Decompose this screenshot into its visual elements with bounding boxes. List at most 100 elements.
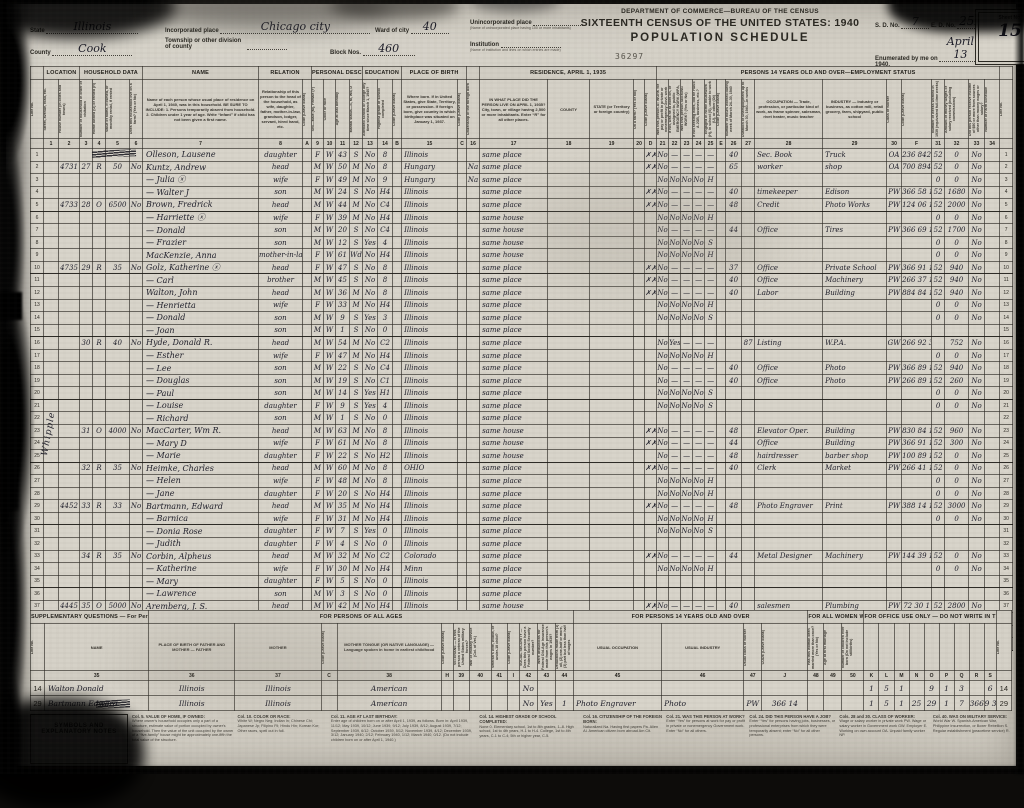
cell-st35 bbox=[589, 298, 635, 313]
cell-sex: F bbox=[311, 562, 325, 576]
table-row: 15— Joan son M W 1 S No 0 Illinois same place 15 bbox=[30, 323, 1014, 338]
cell-occ: Office bbox=[754, 223, 824, 237]
column-number-inc: 32 bbox=[944, 138, 970, 149]
cell-hh bbox=[79, 386, 94, 400]
cell-inc: 0 bbox=[944, 386, 970, 400]
column-header-cc: Code (Leave blank) bbox=[457, 79, 468, 139]
cell-grd: 3 bbox=[377, 311, 394, 325]
cell-hh bbox=[79, 587, 94, 601]
cell-ce bbox=[716, 424, 727, 438]
cell-lnr: 9 bbox=[999, 248, 1014, 262]
cell-cb bbox=[392, 549, 403, 564]
cell-farm bbox=[129, 587, 144, 601]
cell-lnr: 17 bbox=[999, 348, 1014, 363]
cell-sex: F bbox=[311, 248, 325, 262]
cell-grd: C2 bbox=[377, 336, 394, 350]
cell-sch: No bbox=[362, 210, 379, 225]
cell-ce bbox=[716, 436, 727, 451]
cell-mar: S bbox=[349, 411, 364, 426]
cell-ten bbox=[92, 511, 107, 526]
cell-wks: 52 bbox=[931, 148, 946, 162]
column-header-w49: Age at first marriage bbox=[823, 623, 843, 671]
column-header-grd: Highest grade of school completed bbox=[377, 79, 394, 139]
cell-ind: Machinery bbox=[822, 549, 888, 564]
cell-hh bbox=[79, 536, 94, 551]
cell-farm: No bbox=[129, 549, 144, 564]
cell-ce bbox=[716, 386, 727, 400]
column-header-e2: If not, was he at work on, or assigned t… bbox=[668, 79, 682, 139]
cell-e5: — bbox=[704, 260, 718, 275]
cell-s42: No bbox=[518, 680, 538, 696]
cell-hrs bbox=[725, 511, 743, 526]
cell-ln: 2 bbox=[30, 160, 44, 175]
column-group-label bbox=[999, 66, 1014, 80]
cell-ce bbox=[716, 449, 727, 463]
cell-st35 bbox=[589, 336, 635, 350]
cell-e1: No bbox=[656, 461, 670, 476]
column-group-label: NAME bbox=[142, 66, 260, 80]
sheet-number-box: Sheet No. 15 bbox=[978, 12, 1024, 62]
cell-mar: S bbox=[349, 235, 364, 250]
cell-e5 bbox=[704, 323, 718, 338]
cell-cd bbox=[644, 336, 658, 350]
cell-e5: — bbox=[704, 499, 718, 513]
cell-val bbox=[105, 386, 131, 400]
cell-e4: No bbox=[692, 298, 706, 313]
column-number-sch: 13 bbox=[362, 138, 379, 149]
column-header-o7 bbox=[953, 623, 970, 671]
column-header-s44: Deductions made from (1) all, (2) one-ha… bbox=[554, 623, 574, 671]
cell-cc bbox=[457, 260, 468, 275]
cell-street bbox=[43, 148, 59, 162]
cell-ca bbox=[302, 398, 313, 413]
cell-cf: 124 06 1 bbox=[901, 198, 933, 212]
cell-ce bbox=[716, 311, 727, 325]
cell-cf bbox=[901, 348, 933, 363]
cell-e1: No bbox=[656, 336, 670, 350]
cell-rel: head bbox=[258, 336, 304, 350]
cell-grd: 0 bbox=[377, 536, 394, 551]
cell-e1: No bbox=[656, 511, 670, 526]
cell-sch: No bbox=[362, 436, 379, 451]
cell-e1 bbox=[656, 574, 670, 589]
cell-st35 bbox=[589, 148, 635, 162]
cell-e1: No bbox=[656, 210, 670, 225]
cell-st35 bbox=[589, 536, 635, 551]
cell-age: 19 bbox=[335, 373, 351, 388]
cell-res: same place bbox=[479, 373, 549, 388]
cell-ce bbox=[716, 461, 727, 476]
cell-hrs: 37 bbox=[725, 260, 743, 275]
cell-oth: No bbox=[968, 424, 986, 438]
table-row: 14 Walton Donald Illinois Illinois American N… bbox=[29, 680, 1013, 696]
cell-cit bbox=[466, 373, 481, 388]
cell-hh bbox=[79, 298, 94, 313]
cell-wks bbox=[931, 411, 946, 426]
column-header-o5 bbox=[923, 623, 940, 671]
cell-val bbox=[105, 223, 131, 237]
cell-e1: No bbox=[656, 185, 670, 200]
cell-hh: 32 bbox=[79, 461, 94, 476]
cell-sch: No bbox=[362, 173, 379, 187]
cell-wks: 52 bbox=[931, 373, 946, 388]
cell-hh bbox=[79, 348, 94, 363]
cell-wks: 52 bbox=[931, 185, 946, 200]
column-number-grd: 14 bbox=[377, 138, 394, 149]
cell-cit bbox=[466, 198, 481, 212]
cell-born: Hungary bbox=[401, 160, 459, 175]
cell-born: Illinois bbox=[401, 587, 459, 601]
cell-e4: No bbox=[692, 311, 706, 325]
cell-val bbox=[105, 574, 131, 589]
cell-o8 bbox=[968, 680, 985, 696]
cell-ln: 5 bbox=[30, 198, 44, 212]
cell-street bbox=[43, 273, 59, 287]
cell-dur bbox=[741, 536, 756, 551]
cell-occ: Elevator Oper. bbox=[754, 424, 824, 438]
cell-mar: S bbox=[349, 574, 364, 589]
footer-note-text: White W; Negro Neg; Indian In; Chinese C… bbox=[237, 719, 320, 733]
cell-cit bbox=[466, 562, 481, 576]
cell-ca bbox=[302, 210, 313, 225]
cell-fs bbox=[984, 511, 1001, 526]
cell-wks: 52 bbox=[931, 499, 946, 513]
cell-cd bbox=[644, 511, 658, 526]
cell-cf: 700 894 bbox=[901, 160, 933, 175]
cell-e1: No bbox=[656, 449, 670, 463]
